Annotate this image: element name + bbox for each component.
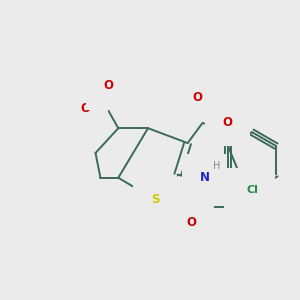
Text: methyl: methyl (87, 70, 92, 71)
Text: O: O (193, 91, 202, 104)
Text: O: O (242, 186, 252, 199)
Text: O: O (81, 102, 91, 115)
Text: Cl: Cl (246, 184, 258, 195)
Text: S: S (151, 193, 159, 206)
Text: O: O (222, 116, 232, 129)
Text: H: H (213, 161, 220, 171)
Text: O: O (103, 79, 113, 92)
Text: N: N (200, 171, 209, 184)
Text: O: O (187, 216, 196, 229)
